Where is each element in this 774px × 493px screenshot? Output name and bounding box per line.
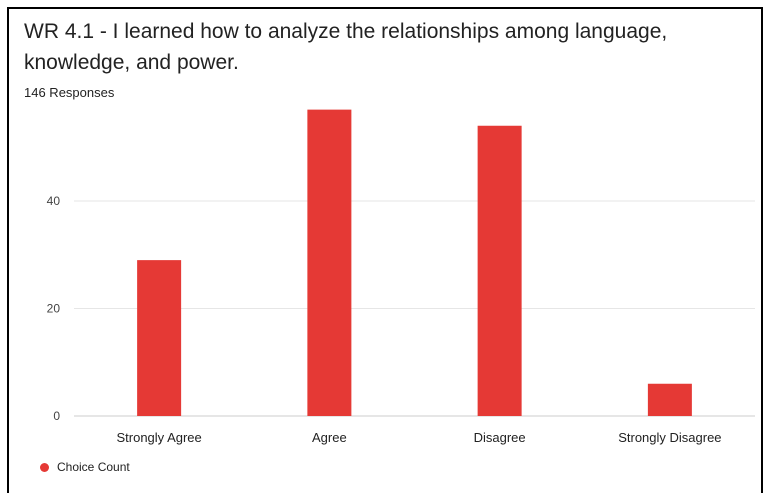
x-tick-label: Agree [312, 430, 347, 445]
chart-frame [7, 7, 763, 493]
legend-label: Choice Count [57, 460, 130, 474]
gridlines [74, 200, 755, 417]
y-tick-label: 40 [47, 194, 61, 208]
bar-disagree[interactable] [477, 125, 522, 416]
legend: Choice Count [40, 460, 130, 474]
y-tick-label: 20 [47, 302, 61, 316]
x-tick-label: Disagree [474, 430, 526, 445]
bar-strongly-disagree[interactable] [647, 383, 692, 416]
response-count: 146 Responses [24, 85, 115, 100]
bar-agree[interactable] [307, 109, 352, 416]
bar-strongly-agree[interactable] [137, 260, 182, 416]
y-tick-label: 0 [53, 409, 60, 423]
y-axis-ticks: 0 20 40 [47, 194, 61, 423]
bars [137, 109, 692, 416]
x-tick-label: Strongly Disagree [618, 430, 721, 445]
legend-swatch-choice-count [40, 462, 49, 472]
x-axis-ticks: Strongly Agree Agree Disagree Strongly Disa… [116, 430, 721, 445]
chart-title: WR 4.1 - I learned how to analyze the re… [24, 20, 668, 74]
x-tick-label: Strongly Agree [116, 430, 201, 445]
